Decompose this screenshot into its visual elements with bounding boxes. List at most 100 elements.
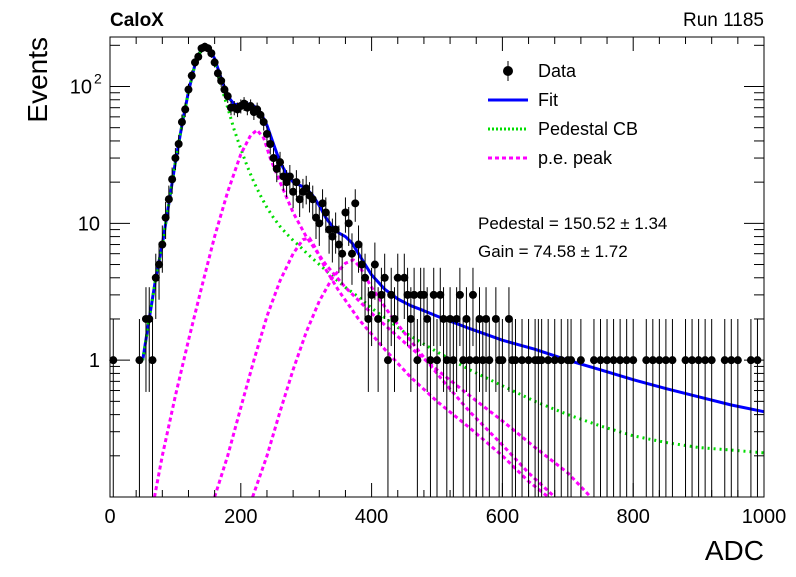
run-label: Run 1185	[683, 10, 764, 31]
data-point	[174, 135, 183, 155]
data-marker	[351, 199, 360, 208]
data-marker	[482, 314, 491, 323]
legend-entry: Pedestal CB	[488, 119, 638, 139]
data-marker	[187, 71, 196, 80]
data-point	[429, 267, 438, 347]
data-marker	[491, 314, 500, 323]
data-point	[537, 318, 546, 497]
data-marker	[433, 356, 441, 365]
data-point	[436, 267, 445, 347]
data-marker	[377, 290, 386, 299]
data-point	[576, 318, 585, 497]
data-marker	[151, 273, 160, 282]
data-marker	[544, 356, 553, 365]
data-point	[518, 318, 527, 497]
data-marker	[256, 110, 265, 119]
data-marker	[262, 129, 271, 138]
data-marker	[701, 356, 710, 365]
y-tick-label: 1	[89, 350, 100, 372]
data-marker	[455, 290, 464, 299]
data-marker	[485, 356, 494, 365]
data-point	[609, 318, 618, 497]
data-point	[446, 287, 455, 392]
data-marker	[171, 154, 180, 163]
data-marker	[688, 356, 697, 365]
data-point	[648, 318, 657, 497]
data-point	[328, 218, 337, 263]
data-point	[733, 318, 742, 497]
data-marker	[518, 356, 527, 365]
data-point	[622, 318, 631, 497]
data-marker	[315, 219, 324, 228]
data-point	[455, 267, 464, 347]
x-tick-label: 0	[104, 506, 115, 528]
data-marker	[596, 356, 605, 365]
data-marker	[338, 249, 347, 258]
data-marker	[446, 314, 455, 323]
data-marker	[419, 290, 428, 299]
data-marker	[465, 356, 474, 365]
legend-label: Pedestal CB	[538, 119, 638, 139]
data-point	[187, 70, 196, 82]
data-point	[380, 253, 389, 319]
gain-annotation: Gain = 74.58 ± 1.72	[478, 242, 628, 261]
data-point	[220, 83, 229, 96]
data-point	[727, 318, 736, 497]
data-marker	[334, 240, 343, 249]
data-marker	[622, 356, 631, 365]
data-point	[256, 107, 265, 123]
data-point	[406, 287, 415, 392]
data-point	[449, 318, 458, 497]
data-marker	[387, 290, 396, 299]
data-marker	[145, 314, 154, 323]
data-point	[475, 287, 484, 392]
x-tick-label: 600	[486, 506, 519, 528]
data-marker	[436, 290, 445, 299]
data-marker	[616, 356, 625, 365]
data-point	[338, 233, 347, 285]
data-point	[433, 318, 441, 497]
data-marker	[681, 356, 690, 365]
data-marker	[374, 314, 383, 323]
data-point	[403, 267, 412, 347]
data-marker	[207, 49, 216, 58]
data-point	[694, 318, 703, 497]
y-tick-label: 10	[78, 213, 100, 235]
data-marker	[603, 356, 612, 365]
data-point	[439, 287, 448, 392]
data-point	[302, 175, 311, 205]
data-point	[164, 185, 173, 217]
data-marker	[321, 208, 330, 217]
data-point	[465, 318, 474, 497]
data-marker	[390, 314, 399, 323]
y-axis-title: Events	[22, 37, 53, 123]
data-point	[259, 114, 268, 131]
data-marker	[393, 273, 402, 282]
data-point	[155, 242, 164, 300]
data-marker	[524, 356, 533, 365]
legend-entry: Fit	[488, 90, 558, 110]
legend-label: p.e. peak	[538, 148, 613, 168]
legend-entry: p.e. peak	[488, 148, 613, 168]
data-marker	[423, 314, 432, 323]
x-axis-title: ADC	[705, 535, 764, 566]
data-point	[472, 318, 481, 497]
data-marker	[325, 225, 334, 234]
data-point	[485, 318, 494, 497]
data-point	[135, 318, 144, 497]
data-point	[308, 185, 317, 217]
data-marker	[181, 105, 190, 114]
data-point	[400, 253, 409, 319]
data-point	[207, 48, 216, 58]
data-marker	[266, 139, 275, 148]
data-point	[504, 287, 513, 392]
data-marker	[400, 273, 409, 282]
data-point	[524, 318, 533, 497]
data-marker	[655, 356, 664, 365]
data-marker	[164, 195, 173, 204]
data-marker	[347, 249, 356, 258]
data-marker	[210, 58, 219, 67]
data-marker	[285, 172, 294, 181]
data-marker	[668, 356, 677, 365]
x-tick-label: 400	[355, 506, 388, 528]
